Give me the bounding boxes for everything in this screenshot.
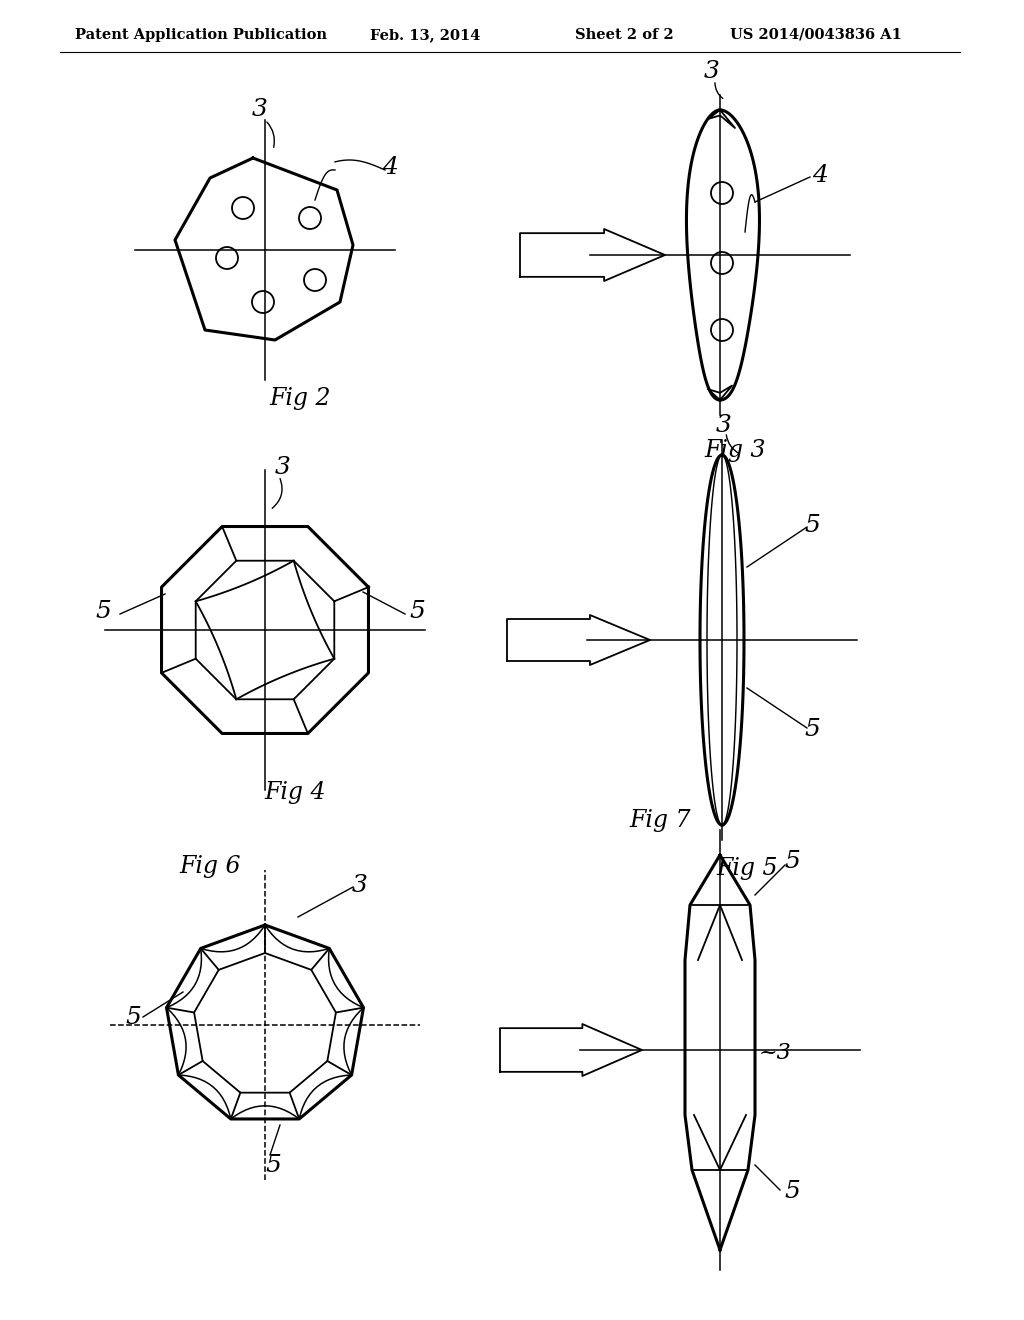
Text: 3: 3 <box>252 99 268 121</box>
Text: 3: 3 <box>275 457 291 479</box>
Text: ~3: ~3 <box>759 1041 792 1064</box>
Text: 5: 5 <box>804 513 820 536</box>
Text: 5: 5 <box>265 1154 281 1176</box>
Text: 5: 5 <box>125 1006 141 1028</box>
Text: 3: 3 <box>716 413 732 437</box>
Text: US 2014/0043836 A1: US 2014/0043836 A1 <box>730 28 902 42</box>
Text: 5: 5 <box>804 718 820 742</box>
Text: Sheet 2 of 2: Sheet 2 of 2 <box>575 28 674 42</box>
Text: 3: 3 <box>352 874 368 896</box>
Text: 4: 4 <box>812 164 828 186</box>
Text: 3: 3 <box>705 61 720 83</box>
Text: 5: 5 <box>784 1180 800 1204</box>
Text: Fig 4: Fig 4 <box>264 780 326 804</box>
Text: Feb. 13, 2014: Feb. 13, 2014 <box>370 28 480 42</box>
Text: Patent Application Publication: Patent Application Publication <box>75 28 327 42</box>
Text: 5: 5 <box>409 601 425 623</box>
Text: 5: 5 <box>784 850 800 874</box>
Text: Fig 6: Fig 6 <box>179 855 241 879</box>
Text: Fig 5: Fig 5 <box>716 857 778 879</box>
Text: Fig 3: Fig 3 <box>705 438 766 462</box>
Text: Fig 2: Fig 2 <box>269 387 331 409</box>
Text: Fig 7: Fig 7 <box>630 808 691 832</box>
Text: 4: 4 <box>382 157 398 180</box>
Text: 5: 5 <box>95 601 111 623</box>
